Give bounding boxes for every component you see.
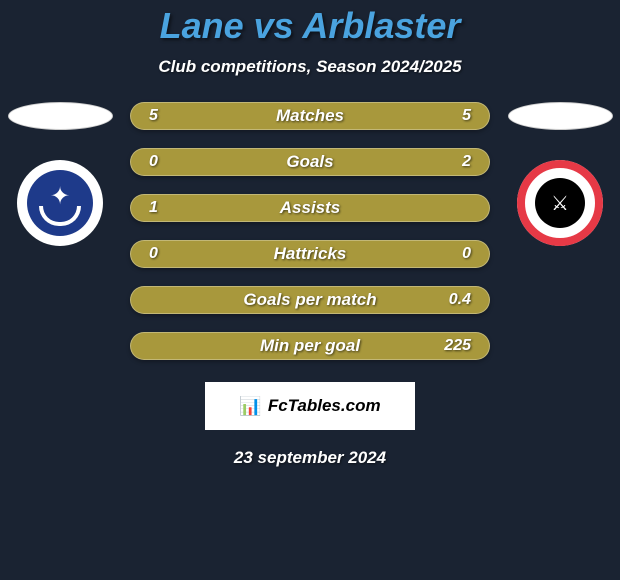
stats-column: 5 Matches 5 0 Goals 2 1 Assists 0 Hattri… <box>130 102 490 360</box>
swords-icon: ⚔ <box>551 191 569 216</box>
stat-right-value: 225 <box>444 337 471 355</box>
stat-bar-assists: 1 Assists <box>130 194 490 222</box>
fctables-attribution: 📊 FcTables.com <box>205 382 415 430</box>
stat-bar-matches: 5 Matches 5 <box>130 102 490 130</box>
comparison-card: Lane vs Arblaster Club competitions, Sea… <box>0 0 620 473</box>
stat-label: Goals <box>286 152 333 172</box>
stat-label: Min per goal <box>260 336 360 356</box>
stat-label: Assists <box>280 198 340 218</box>
right-flag-oval <box>508 102 613 130</box>
stat-left-value: 1 <box>149 199 158 217</box>
stat-right-value: 2 <box>462 153 471 171</box>
main-comparison-area: ✦ 5 Matches 5 0 Goals 2 1 Assists <box>0 102 620 360</box>
right-club-column: ⚔ <box>505 102 615 246</box>
stat-left-value: 5 <box>149 107 158 125</box>
date-text: 23 september 2024 <box>0 448 620 468</box>
stat-left-value: 0 <box>149 245 158 263</box>
sheffield-badge-outer: ⚔ <box>517 160 603 246</box>
portsmouth-badge: ✦ <box>17 160 103 246</box>
left-club-column: ✦ <box>5 102 115 246</box>
stat-bar-goals-per-match: Goals per match 0.4 <box>130 286 490 314</box>
stat-bar-hattricks: 0 Hattricks 0 <box>130 240 490 268</box>
stat-label: Hattricks <box>274 244 347 264</box>
stat-right-value: 0.4 <box>449 291 471 309</box>
sheffield-badge-inner: ⚔ <box>535 178 585 228</box>
subtitle: Club competitions, Season 2024/2025 <box>0 57 620 77</box>
crescent-icon <box>39 206 81 226</box>
chart-icon: 📊 <box>239 396 261 417</box>
page-title: Lane vs Arblaster <box>0 5 620 47</box>
stat-bar-min-per-goal: Min per goal 225 <box>130 332 490 360</box>
stat-label: Goals per match <box>243 290 376 310</box>
stat-label: Matches <box>276 106 344 126</box>
fctables-label: FcTables.com <box>268 396 381 416</box>
stat-right-value: 0 <box>462 245 471 263</box>
stat-right-value: 5 <box>462 107 471 125</box>
sheffield-badge: ⚔ <box>517 160 603 246</box>
stat-bar-goals: 0 Goals 2 <box>130 148 490 176</box>
portsmouth-badge-inner: ✦ <box>27 170 93 236</box>
stat-left-value: 0 <box>149 153 158 171</box>
left-flag-oval <box>8 102 113 130</box>
